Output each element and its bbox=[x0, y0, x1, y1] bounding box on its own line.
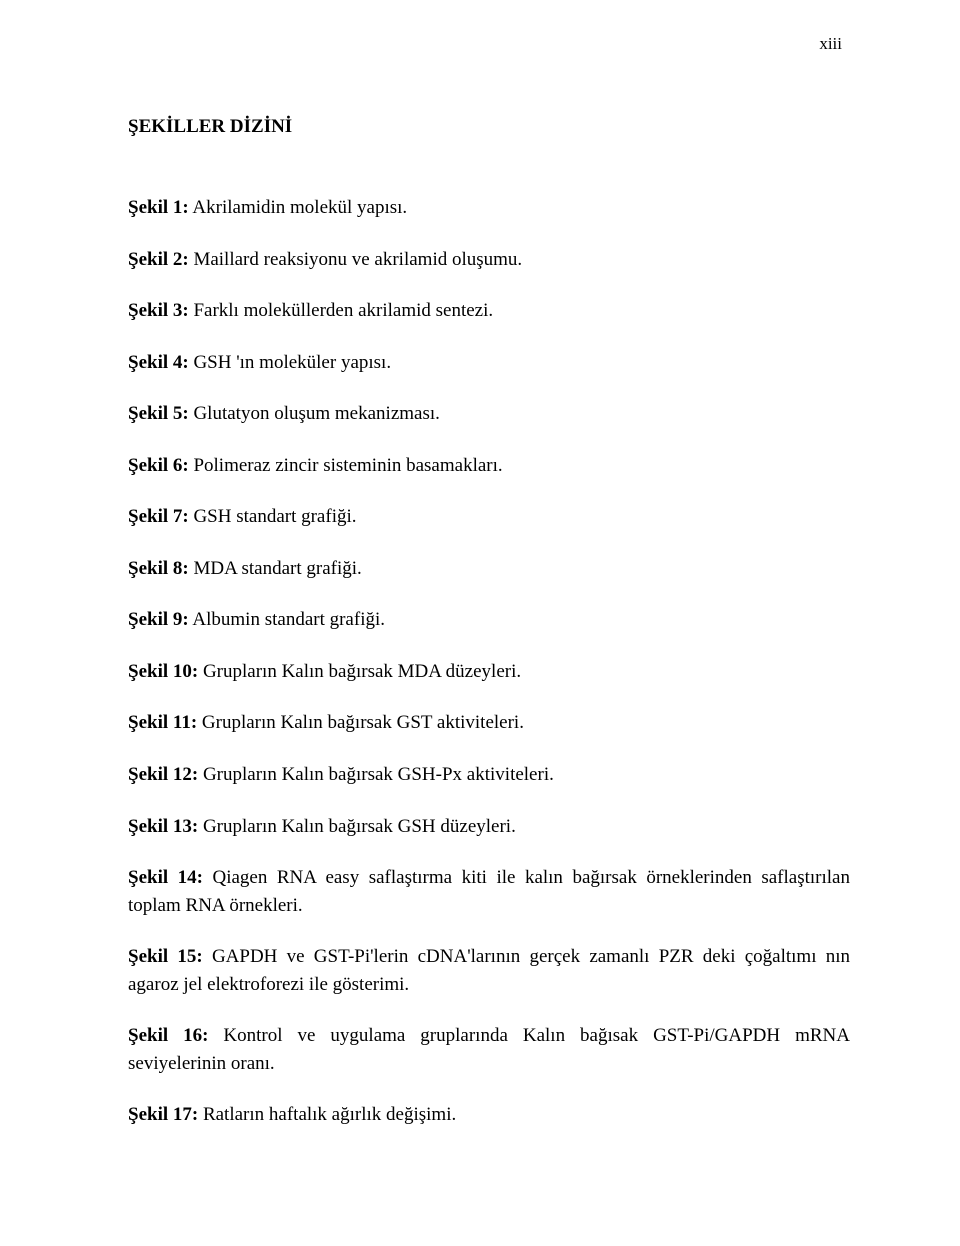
figure-entry: Şekil 4: GSH 'ın moleküler yapısı. bbox=[128, 349, 850, 377]
figure-entry-text: Akrilamidin molekül yapısı. bbox=[189, 197, 407, 218]
figure-entry-text: GSH standart grafiği. bbox=[189, 506, 357, 527]
figure-entry: Şekil 1: Akrilamidin molekül yapısı. bbox=[128, 194, 850, 222]
figure-entry-label: Şekil 5: bbox=[128, 403, 189, 424]
figure-entry-text: Kontrol ve uygulama gruplarında Kalın ba… bbox=[128, 1025, 850, 1074]
figure-entry-label: Şekil 15: bbox=[128, 946, 203, 967]
figure-entry-text: MDA standart grafiği. bbox=[189, 558, 362, 579]
figure-entry-text: Polimeraz zincir sisteminin basamakları. bbox=[189, 455, 503, 476]
figure-entry: Şekil 12: Grupların Kalın bağırsak GSH-P… bbox=[128, 761, 850, 789]
figure-entry: Şekil 5: Glutatyon oluşum mekanizması. bbox=[128, 400, 850, 428]
figure-entry: Şekil 15: GAPDH ve GST-Pi'lerin cDNA'lar… bbox=[128, 943, 850, 998]
figure-entry-label: Şekil 11: bbox=[128, 712, 197, 733]
section-heading: ŞEKİLLER DİZİNİ bbox=[128, 116, 850, 138]
figure-entry-label: Şekil 10: bbox=[128, 661, 198, 682]
figure-entry: Şekil 10: Grupların Kalın bağırsak MDA d… bbox=[128, 658, 850, 686]
figure-entry-text: Grupların Kalın bağırsak GST aktiviteler… bbox=[197, 712, 524, 733]
figure-entry-text: Grupların Kalın bağırsak MDA düzeyleri. bbox=[198, 661, 521, 682]
figure-entry-text: Grupların Kalın bağırsak GSH-Px aktivite… bbox=[198, 764, 554, 785]
figure-entry-label: Şekil 9: bbox=[128, 609, 189, 630]
figure-entry: Şekil 17: Ratların haftalık ağırlık deği… bbox=[128, 1101, 850, 1129]
figure-entry-label: Şekil 16: bbox=[128, 1025, 208, 1046]
figure-entry-text: GSH 'ın moleküler yapısı. bbox=[189, 352, 391, 373]
figure-entry-label: Şekil 12: bbox=[128, 764, 198, 785]
figure-entry-label: Şekil 1: bbox=[128, 197, 189, 218]
figure-entry-text: Albumin standart grafiği. bbox=[189, 609, 385, 630]
figure-entry-text: Farklı moleküllerden akrilamid sentezi. bbox=[189, 300, 493, 321]
figure-entry: Şekil 14: Qiagen RNA easy saflaştırma ki… bbox=[128, 864, 850, 919]
figure-entry-text: Maillard reaksiyonu ve akrilamid oluşumu… bbox=[189, 249, 522, 270]
page-number: xiii bbox=[819, 34, 842, 54]
figure-entry-text: GAPDH ve GST-Pi'lerin cDNA'larının gerçe… bbox=[128, 946, 850, 995]
figure-entry: Şekil 8: MDA standart grafiği. bbox=[128, 555, 850, 583]
figure-entry-label: Şekil 8: bbox=[128, 558, 189, 579]
figure-entry: Şekil 3: Farklı moleküllerden akrilamid … bbox=[128, 297, 850, 325]
figure-entry-label: Şekil 13: bbox=[128, 816, 198, 837]
figure-list: Şekil 1: Akrilamidin molekül yapısı.Şeki… bbox=[128, 194, 850, 1129]
figure-entry: Şekil 9: Albumin standart grafiği. bbox=[128, 606, 850, 634]
figure-entry: Şekil 16: Kontrol ve uygulama gruplarınd… bbox=[128, 1022, 850, 1077]
figure-entry-text: Glutatyon oluşum mekanizması. bbox=[189, 403, 440, 424]
figure-entry-label: Şekil 4: bbox=[128, 352, 189, 373]
figure-entry-text: Ratların haftalık ağırlık değişimi. bbox=[198, 1104, 456, 1125]
figure-entry: Şekil 7: GSH standart grafiği. bbox=[128, 503, 850, 531]
figure-entry: Şekil 2: Maillard reaksiyonu ve akrilami… bbox=[128, 246, 850, 274]
figure-entry-label: Şekil 17: bbox=[128, 1104, 198, 1125]
figure-entry-text: Qiagen RNA easy saflaştırma kiti ile kal… bbox=[128, 867, 850, 916]
figure-entry: Şekil 13: Grupların Kalın bağırsak GSH d… bbox=[128, 813, 850, 841]
figure-entry: Şekil 6: Polimeraz zincir sisteminin bas… bbox=[128, 452, 850, 480]
figure-entry-label: Şekil 7: bbox=[128, 506, 189, 527]
figure-entry-text: Grupların Kalın bağırsak GSH düzeyleri. bbox=[198, 816, 516, 837]
figure-entry-label: Şekil 3: bbox=[128, 300, 189, 321]
figure-entry-label: Şekil 6: bbox=[128, 455, 189, 476]
figure-entry: Şekil 11: Grupların Kalın bağırsak GST a… bbox=[128, 709, 850, 737]
figure-entry-label: Şekil 14: bbox=[128, 867, 203, 888]
figure-entry-label: Şekil 2: bbox=[128, 249, 189, 270]
